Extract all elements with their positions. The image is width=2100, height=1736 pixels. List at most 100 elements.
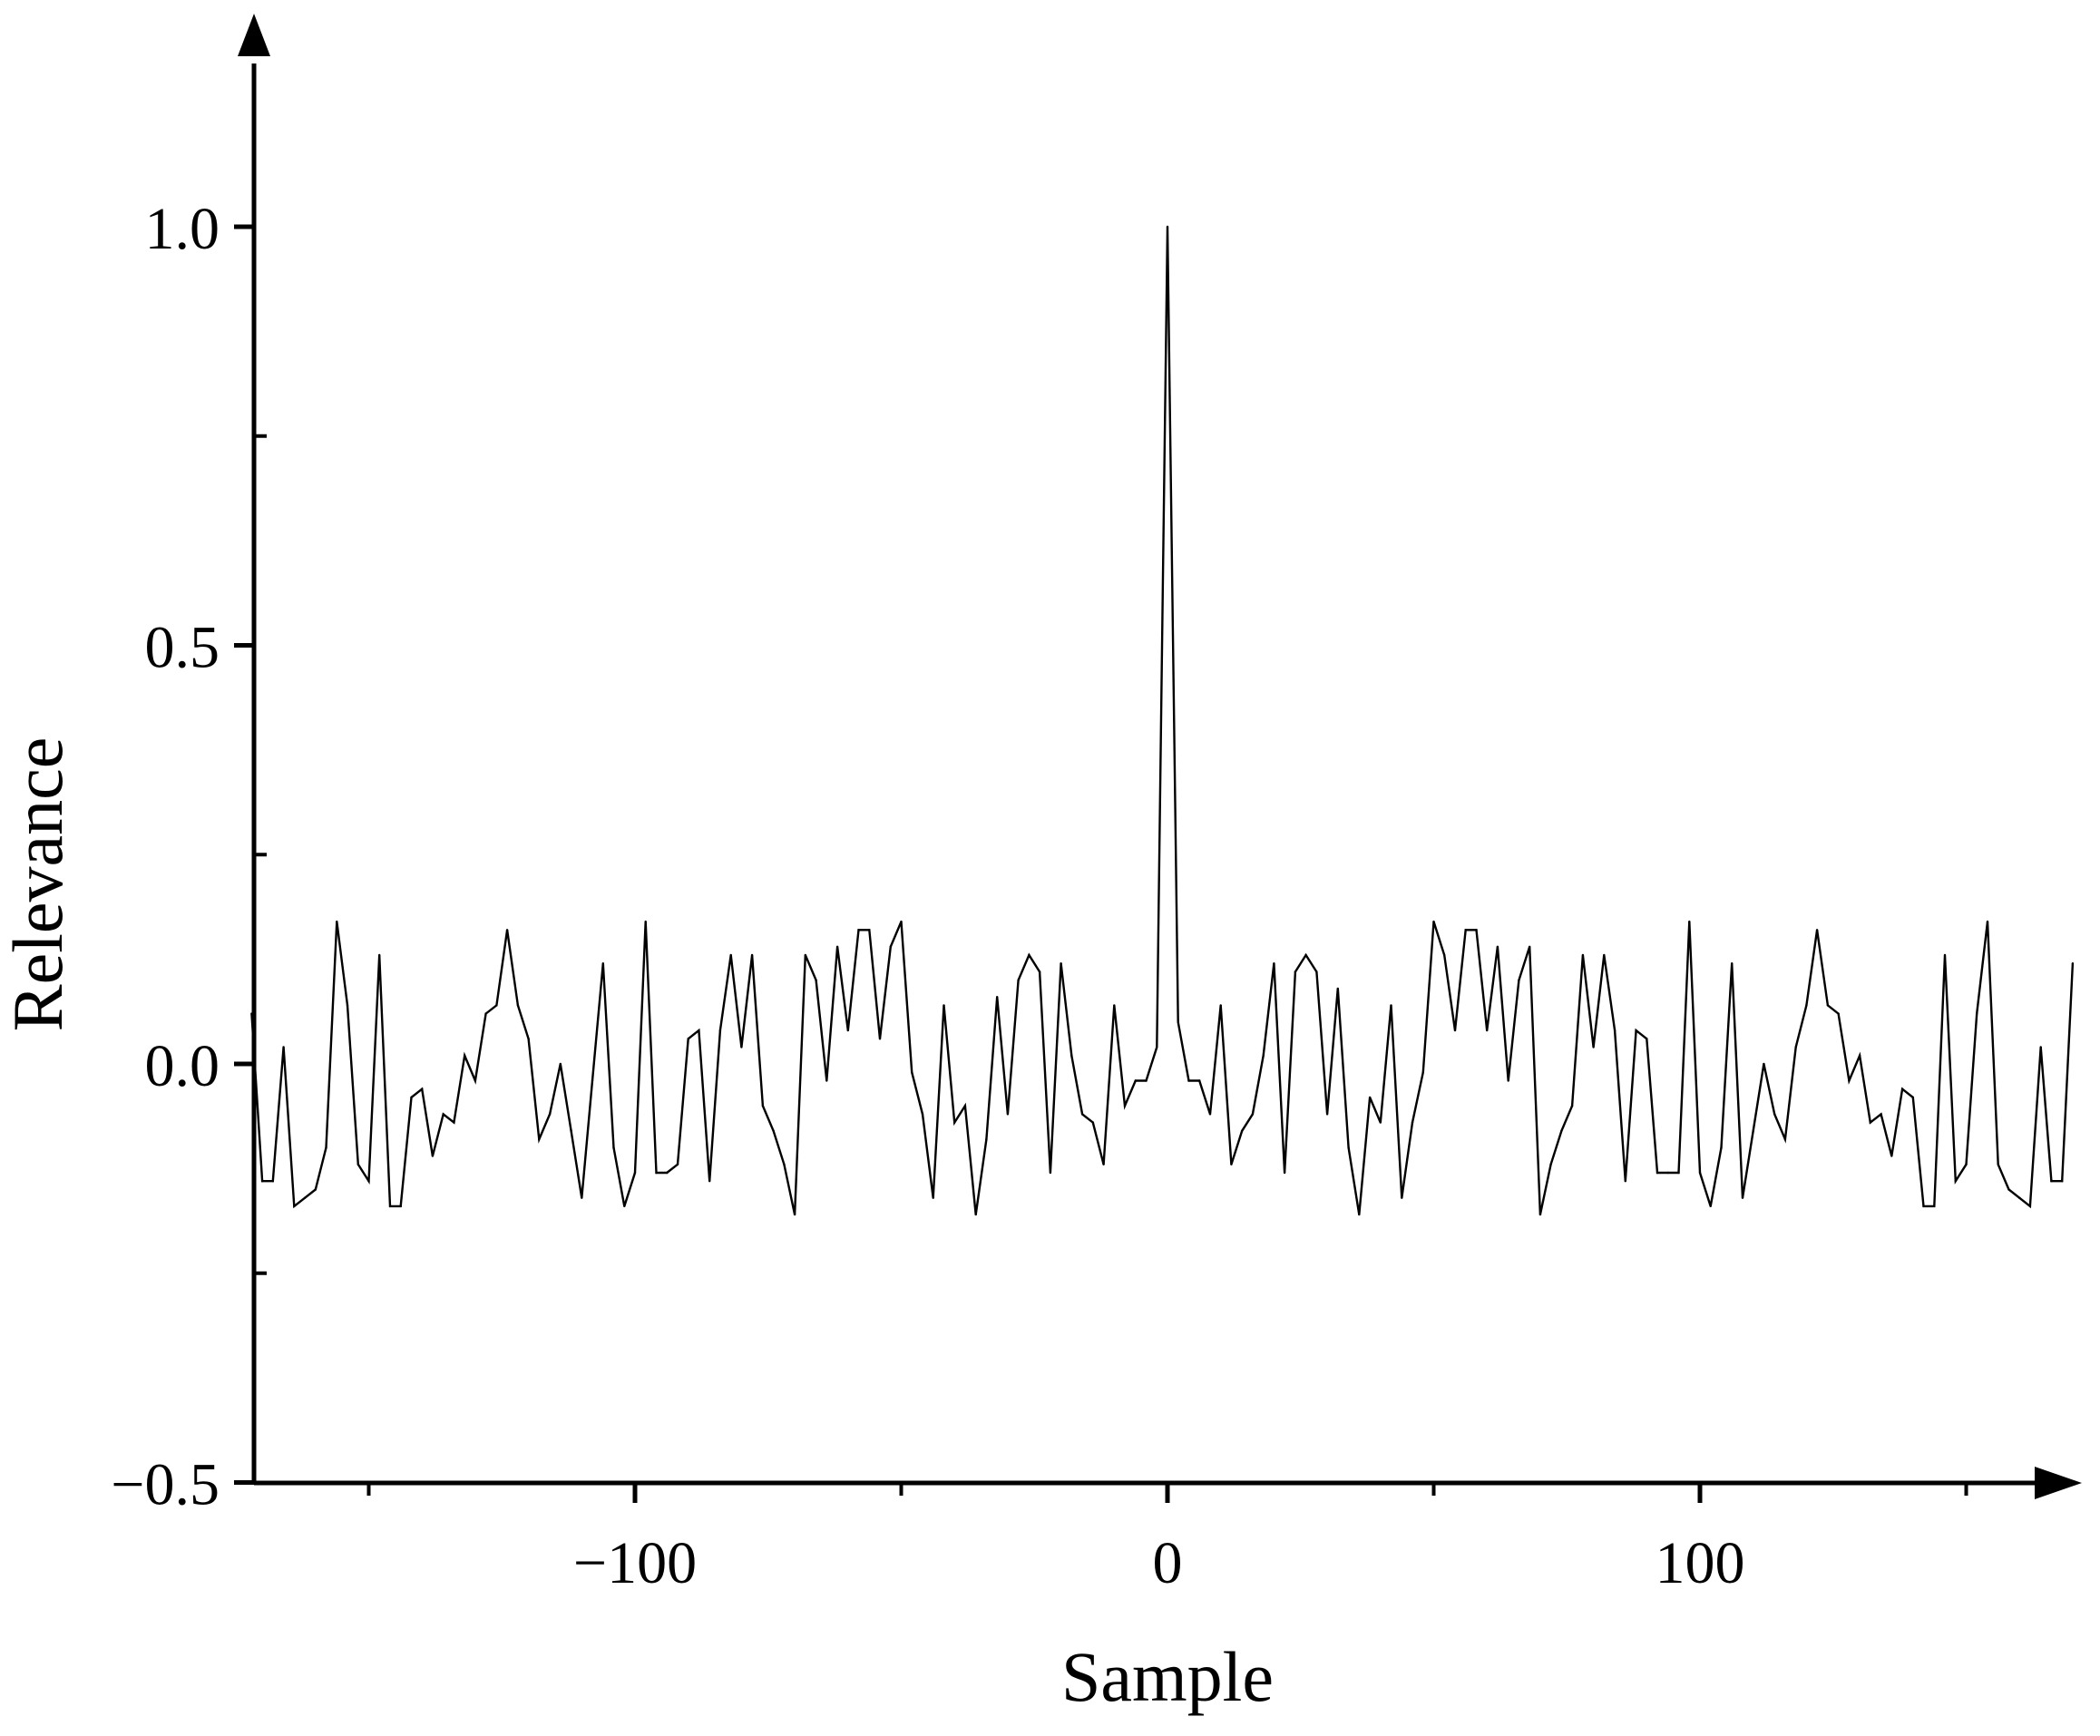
- data-point: [1347, 1146, 1350, 1149]
- data-point: [260, 1180, 264, 1183]
- data-point: [804, 953, 806, 957]
- data-point: [1911, 1096, 1914, 1099]
- data-point: [1688, 920, 1691, 923]
- data-point: [1741, 1196, 1744, 1199]
- data-point: [1880, 1113, 1882, 1116]
- data-point: [1869, 1121, 1871, 1124]
- x-axis-title: Sample: [1061, 1637, 1274, 1716]
- data-point: [2061, 1180, 2064, 1183]
- data-point: [1358, 1213, 1361, 1216]
- y-tick-label: −0.5: [111, 1452, 220, 1518]
- data-point: [442, 1113, 444, 1116]
- data-point: [1443, 953, 1446, 957]
- data-point: [612, 1146, 615, 1149]
- data-point: [601, 962, 604, 965]
- data-point: [1134, 1079, 1138, 1082]
- data-point: [474, 1079, 477, 1082]
- data-point: [718, 1029, 722, 1032]
- data-point: [1922, 1204, 1925, 1208]
- data-line: [250, 226, 2075, 1215]
- data-point: [570, 1129, 572, 1133]
- data-point: [750, 953, 754, 957]
- data-point: [676, 1163, 679, 1166]
- data-point: [633, 1171, 637, 1175]
- data-point: [846, 1029, 849, 1032]
- data-point: [250, 1012, 253, 1015]
- data-point: [1091, 1121, 1095, 1124]
- data-point: [1965, 1163, 1968, 1166]
- x-tick-label: 0: [1153, 1530, 1183, 1596]
- data-point: [1464, 929, 1467, 931]
- data-point: [1017, 979, 1020, 981]
- data-point: [996, 996, 999, 999]
- data-point: [655, 1171, 658, 1175]
- data-point: [1837, 1012, 1840, 1015]
- data-point: [378, 953, 381, 957]
- data-point: [2050, 1180, 2053, 1183]
- data-point: [740, 1046, 743, 1048]
- data-point: [1060, 962, 1062, 965]
- data-point: [1401, 1196, 1403, 1199]
- data-point: [1763, 1062, 1765, 1066]
- data-point: [1805, 1004, 1808, 1007]
- data-point: [1986, 920, 1989, 923]
- x-tick-label: −100: [573, 1530, 697, 1596]
- data-point: [325, 1146, 327, 1149]
- data-point: [1219, 1004, 1222, 1007]
- data-point: [1241, 1129, 1244, 1133]
- y-tick-label: 0.5: [145, 615, 220, 681]
- data-point: [1283, 1171, 1286, 1175]
- data-point: [346, 1004, 349, 1007]
- data-point: [1177, 1020, 1179, 1024]
- data-point: [815, 979, 817, 981]
- data-point: [943, 1004, 945, 1007]
- data-point: [857, 929, 860, 931]
- data-point: [644, 920, 647, 923]
- data-point: [1006, 1113, 1010, 1116]
- data-point: [1529, 945, 1531, 949]
- data-point: [666, 1171, 669, 1175]
- data-point: [367, 1180, 370, 1183]
- data-point: [1411, 1121, 1414, 1124]
- data-point: [1294, 970, 1297, 973]
- data-point: [399, 1204, 402, 1208]
- data-point: [963, 1105, 967, 1107]
- data-point: [1635, 1029, 1637, 1032]
- data-point: [410, 1096, 413, 1099]
- data-point: [516, 1004, 520, 1007]
- data-point: [336, 920, 338, 923]
- axes: [238, 14, 2082, 1499]
- data-point: [1273, 962, 1275, 965]
- data-point: [1113, 1004, 1116, 1007]
- data-point: [282, 1046, 285, 1048]
- data-point: [985, 1137, 988, 1141]
- data-point: [538, 1137, 541, 1141]
- data-point: [1731, 962, 1734, 965]
- ticks: −100 0 100 −0.5 0.0 0.5 1.0: [111, 196, 1968, 1596]
- data-point: [453, 1121, 455, 1124]
- data-point: [293, 1204, 296, 1208]
- data-point: [1848, 1079, 1851, 1082]
- data-point: [1102, 1163, 1105, 1166]
- data-point: [1230, 1163, 1233, 1166]
- data-point: [1028, 953, 1030, 957]
- data-point: [1336, 987, 1340, 990]
- data-point: [921, 1113, 924, 1116]
- data-point: [1656, 1171, 1659, 1175]
- data-point: [1709, 1204, 1712, 1208]
- data-point: [761, 1105, 765, 1107]
- data-point: [1677, 1171, 1680, 1175]
- data-point: [2007, 1188, 2010, 1191]
- data-point: [1815, 929, 1819, 931]
- data-point: [2039, 1046, 2042, 1048]
- data-point: [1379, 1121, 1382, 1124]
- data-point: [1486, 1029, 1489, 1032]
- data-point: [1560, 1129, 1563, 1133]
- data-point: [1507, 1079, 1509, 1082]
- data-point: [772, 1129, 775, 1133]
- data-point: [591, 1079, 594, 1082]
- data-point: [1826, 1004, 1830, 1007]
- data-point: [698, 1029, 700, 1032]
- data-point: [953, 1121, 956, 1124]
